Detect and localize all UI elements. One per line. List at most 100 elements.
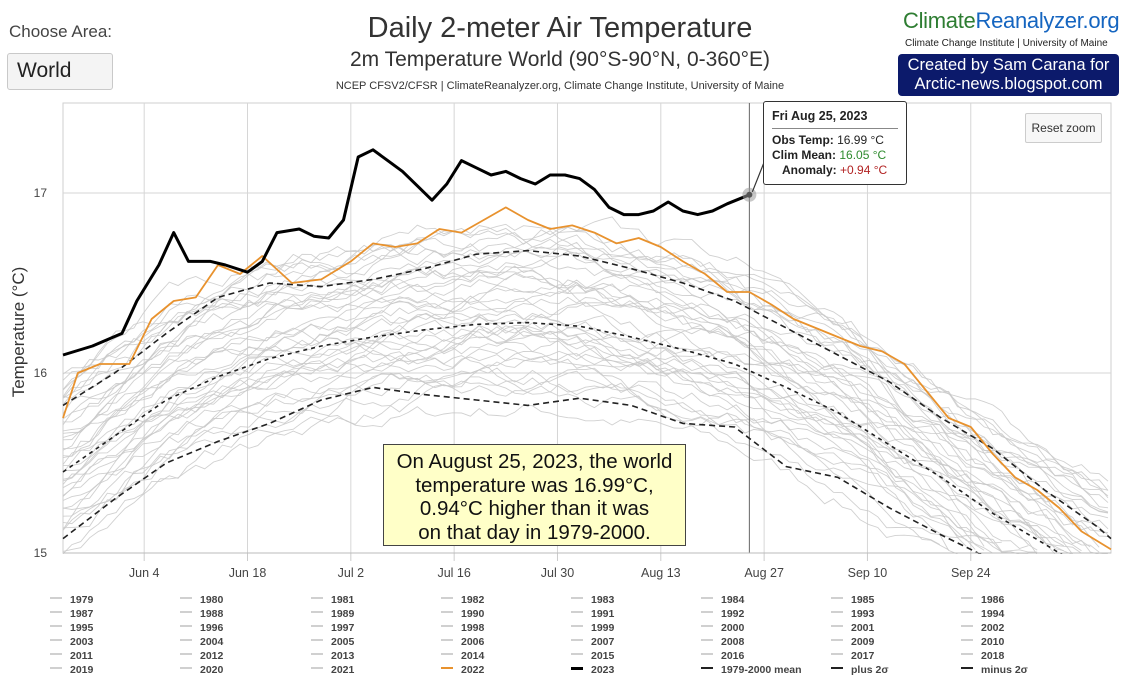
legend-label: 1980 [200,594,224,606]
legend-label: 1992 [721,608,745,620]
legend-item[interactable]: 1989 [311,608,354,622]
past-year-line [62,347,1029,555]
legend-item[interactable]: 1993 [831,608,874,622]
legend-item[interactable]: 2023 [571,664,614,678]
legend-swatch [50,667,62,670]
brand-logo[interactable]: ClimateReanalyzer.org [903,8,1120,34]
legend-item[interactable]: 1981 [311,594,354,608]
legend-item[interactable]: 1997 [311,622,354,636]
legend-item[interactable]: 1988 [180,608,223,622]
legend-label: 1990 [461,608,485,620]
legend-item[interactable]: 2012 [180,650,223,664]
legend-swatch [961,597,973,600]
legend-label: 2005 [331,636,355,648]
past-year-line [62,246,1109,509]
legend-item[interactable]: 2006 [441,636,484,650]
legend-item[interactable]: 2015 [571,650,614,664]
legend-label: 1989 [331,608,355,620]
legend-item[interactable]: 1980 [180,594,223,608]
past-year-line [62,242,1109,513]
tooltip-clim-row: Clim Mean: 16.05 °C [772,148,898,163]
legend-label: 2021 [331,664,355,676]
legend-item[interactable]: 1992 [701,608,744,622]
legend-item[interactable]: 2019 [50,664,93,678]
legend-item[interactable]: 2016 [701,650,744,664]
axis-mask [0,554,1125,590]
past-year-line [62,325,1056,555]
legend-item[interactable]: 2004 [180,636,223,650]
x-tick-label: Sep 24 [951,566,991,580]
legend-label: 2006 [461,636,485,648]
legend-swatch [50,625,62,628]
legend-item[interactable]: 2002 [961,622,1004,636]
legend-swatch [50,639,62,642]
tooltip-date: Fri Aug 25, 2023 [772,109,868,123]
past-year-line [62,288,1082,552]
legend-item[interactable]: 2003 [50,636,93,650]
x-tick-label: Jul 2 [338,566,364,580]
legend-swatch [701,653,713,656]
past-year-line [62,350,985,547]
chart-svg: 15 16 17 Jun 4 Jun 18 Jul 2 Jul 16 Jul 30 Aug 13… [0,102,1125,590]
y-tick-label: 16 [34,366,48,380]
legend-item[interactable]: minus 2σ [961,664,1028,678]
legend-item[interactable]: 1999 [571,622,614,636]
legend-item[interactable]: 1985 [831,594,874,608]
legend-item[interactable]: 1986 [961,594,1004,608]
y-tick-label: 17 [34,186,48,200]
legend-item[interactable]: 2001 [831,622,874,636]
legend-swatch [961,611,973,614]
legend-item[interactable]: 1983 [571,594,614,608]
tooltip-obs-value: 16.99 °C [837,133,884,147]
legend-item[interactable]: 1995 [50,622,93,636]
legend-item[interactable]: 2014 [441,650,484,664]
series-line-series-plus2 [62,249,1112,540]
legend-item[interactable]: 2018 [961,650,1004,664]
annotation-box: On August 25, 2023, the world temperatur… [383,444,686,546]
legend-label: 2022 [461,664,485,676]
legend-item[interactable]: 1979-2000 mean [701,664,802,678]
x-tick-label: Aug 27 [744,566,784,580]
legend-label: 1998 [461,622,485,634]
legend-swatch [180,597,192,600]
legend-item[interactable]: 2005 [311,636,354,650]
legend-item[interactable]: plus 2σ [831,664,889,678]
series-line-series-2023 [62,148,750,357]
legend-item[interactable]: 2008 [701,636,744,650]
legend-item[interactable]: 2011 [50,650,93,664]
axis-layer: 15 16 17 Jun 4 Jun 18 Jul 2 Jul 16 Jul 30 Aug 13… [9,186,1111,580]
legend-item[interactable]: 1984 [701,594,744,608]
reset-zoom-button[interactable]: Reset zoom [1025,113,1102,143]
legend-item[interactable]: 1998 [441,622,484,636]
legend-item[interactable]: 1994 [961,608,1004,622]
legend-item[interactable]: 1987 [50,608,93,622]
legend-label: 2013 [331,650,355,662]
legend-label: 1995 [70,622,94,634]
legend-swatch [831,597,843,600]
legend-swatch [571,653,583,656]
chart-credit: NCEP CFSV2/CFSR | ClimateReanalyzer.org,… [335,80,785,92]
legend-item[interactable]: 2021 [311,664,354,678]
legend-item[interactable]: 2022 [441,664,484,678]
legend-item[interactable]: 2017 [831,650,874,664]
legend-item[interactable]: 1990 [441,608,484,622]
legend-swatch [831,667,843,670]
legend-item[interactable]: 1996 [180,622,223,636]
legend-item[interactable]: 2020 [180,664,223,678]
series-layer [0,103,1125,590]
legend-label: 2019 [70,664,94,676]
area-select[interactable]: World [7,53,113,90]
legend-item[interactable]: 1991 [571,608,614,622]
legend-item[interactable]: 2013 [311,650,354,664]
legend-item[interactable]: 1982 [441,594,484,608]
legend-label: 2002 [981,622,1005,634]
legend-item[interactable]: 2000 [701,622,744,636]
legend-swatch [311,639,323,642]
legend-item[interactable]: 2009 [831,636,874,650]
legend-item[interactable]: 2010 [961,636,1004,650]
legend-item[interactable]: 1979 [50,594,93,608]
tooltip-anom-label: Anomaly: [782,163,837,177]
legend-item[interactable]: 2007 [571,636,614,650]
tooltip-obs-row: Obs Temp: 16.99 °C [772,133,898,148]
legend-swatch [311,625,323,628]
